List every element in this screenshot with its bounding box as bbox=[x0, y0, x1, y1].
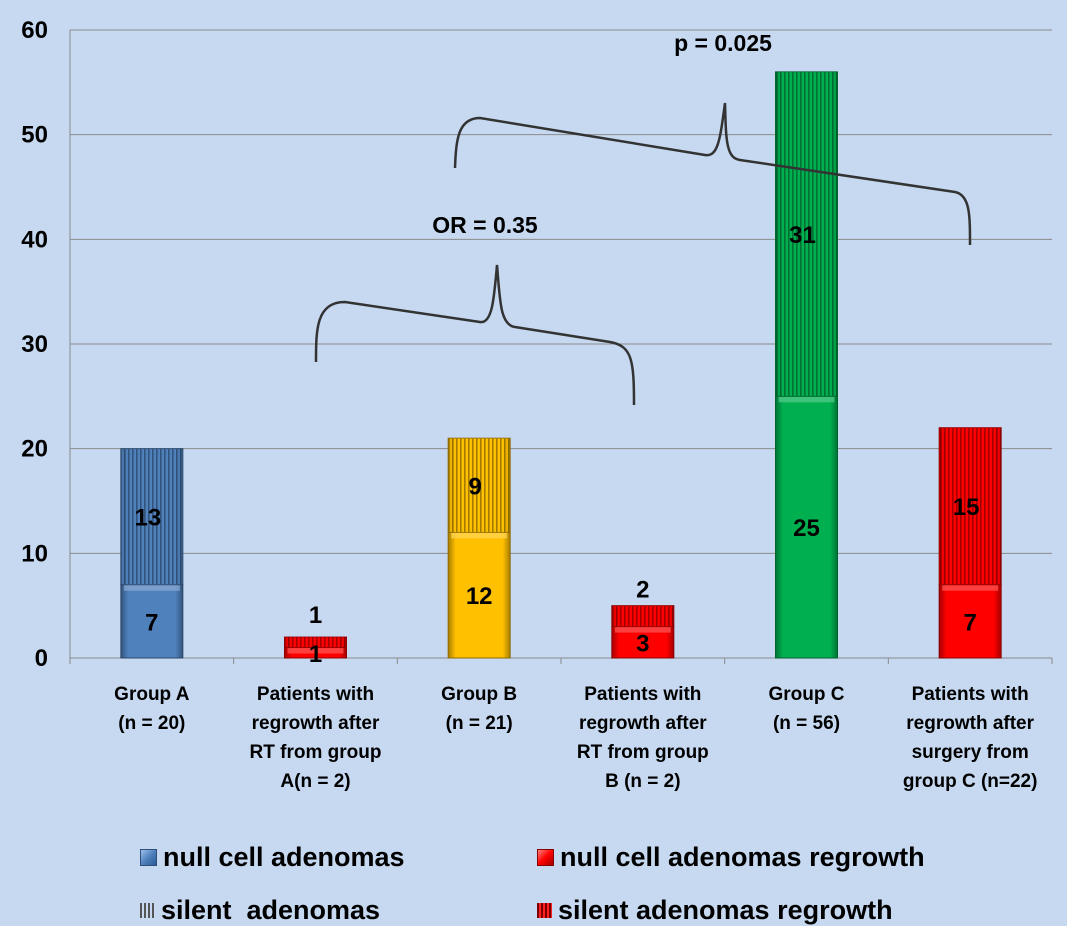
bar-value-label: 1 bbox=[309, 641, 322, 668]
bar-value-label: 12 bbox=[466, 583, 493, 610]
annotation-braces: OR = 0.35 p = 0.025 bbox=[314, 30, 972, 406]
annotation-label: OR = 0.35 bbox=[432, 212, 538, 238]
bar-value-label: 3 bbox=[636, 630, 649, 657]
bar-value-label: 2 bbox=[636, 577, 649, 604]
bar-shading bbox=[611, 605, 674, 627]
legend-item-silent: silent adenomas bbox=[140, 895, 380, 926]
y-tick-label: 50 bbox=[21, 122, 48, 149]
y-tick-label: 40 bbox=[21, 226, 48, 253]
x-category-label: Group A (n = 20) bbox=[114, 684, 190, 734]
annotation: OR = 0.35 bbox=[314, 212, 636, 406]
bar-value-label: 13 bbox=[134, 505, 161, 532]
x-category-label: Group C (n = 56) bbox=[769, 684, 845, 734]
annotation-brace bbox=[453, 102, 972, 246]
legend-label: silent adenomas regrowth bbox=[558, 895, 893, 925]
silent-regrowth-swatch-icon bbox=[537, 903, 552, 918]
bar-shading bbox=[448, 438, 511, 533]
y-tick-label: 0 bbox=[35, 645, 48, 672]
bar-value-label: 25 bbox=[793, 515, 820, 542]
bar-group: 25 31 bbox=[775, 71, 838, 659]
null-cell-regrowth-swatch-icon bbox=[537, 849, 554, 866]
legend-label: null cell adenomas bbox=[163, 842, 405, 872]
bar-segment-bottom bbox=[447, 531, 511, 659]
legend-item-null-cell-regrowth: null cell adenomas regrowth bbox=[537, 842, 925, 873]
bar-bevel bbox=[614, 626, 671, 633]
bar-value-label: 7 bbox=[963, 609, 976, 636]
bar-value-label: 15 bbox=[953, 494, 980, 521]
bar-segment-bottom bbox=[938, 584, 1002, 659]
bar-segment-bottom bbox=[120, 584, 184, 659]
legend-label: silent adenomas bbox=[161, 895, 381, 925]
y-axis-ticks: 0 10 20 30 40 50 60 bbox=[21, 17, 48, 672]
bar-group: 7 15 bbox=[938, 427, 1002, 659]
bar-value-label: 9 bbox=[468, 473, 481, 500]
legend-label: null cell adenomas regrowth bbox=[560, 842, 925, 872]
annotation-brace bbox=[314, 264, 636, 406]
bar-group: 7 13 bbox=[120, 448, 184, 659]
bar-shading bbox=[284, 637, 347, 648]
y-tick-label: 20 bbox=[21, 436, 48, 463]
legend: null cell adenomas null cell adenomas re… bbox=[0, 835, 1067, 925]
bar-bevel bbox=[778, 396, 835, 403]
x-axis-labels: Group A (n = 20) Patients with regrowth aft… bbox=[114, 684, 1037, 792]
x-category-label: Patients with regrowth after RT from group… bbox=[250, 684, 382, 792]
null-cell-swatch-icon bbox=[140, 849, 157, 866]
bar-value-label: 7 bbox=[145, 609, 158, 636]
bar-shading bbox=[775, 71, 838, 397]
y-tick-label: 60 bbox=[21, 17, 48, 44]
bar-group: 32 bbox=[611, 577, 675, 659]
silent-swatch-icon bbox=[140, 903, 155, 918]
legend-item-null-cell: null cell adenomas bbox=[140, 842, 405, 873]
x-category-label: Patients with regrowth after RT from group… bbox=[577, 684, 709, 792]
bar-bevel bbox=[123, 584, 180, 591]
y-tick-label: 30 bbox=[21, 331, 48, 358]
x-category-label: Group B (n = 21) bbox=[441, 684, 517, 734]
bar-segment-bottom bbox=[775, 395, 838, 659]
bar-bevel bbox=[942, 584, 999, 591]
bar-shading bbox=[120, 448, 183, 585]
bar-value-label: 1 bbox=[309, 602, 322, 629]
legend-item-silent-regrowth: silent adenomas regrowth bbox=[537, 895, 893, 926]
annotation: p = 0.025 bbox=[453, 30, 972, 246]
bar-bevel bbox=[451, 532, 508, 539]
bar-shading bbox=[939, 427, 1002, 585]
x-category-label: Patients with regrowth after surgery from g… bbox=[903, 684, 1038, 792]
y-tick-label: 10 bbox=[21, 540, 48, 567]
bar-group: 12 9 bbox=[447, 437, 511, 659]
bar-value-label: 31 bbox=[789, 222, 816, 249]
annotation-label: p = 0.025 bbox=[674, 30, 772, 56]
gridlines bbox=[69, 29, 1053, 664]
bar-bevel bbox=[287, 647, 344, 654]
bar-group: 11 bbox=[284, 602, 347, 668]
